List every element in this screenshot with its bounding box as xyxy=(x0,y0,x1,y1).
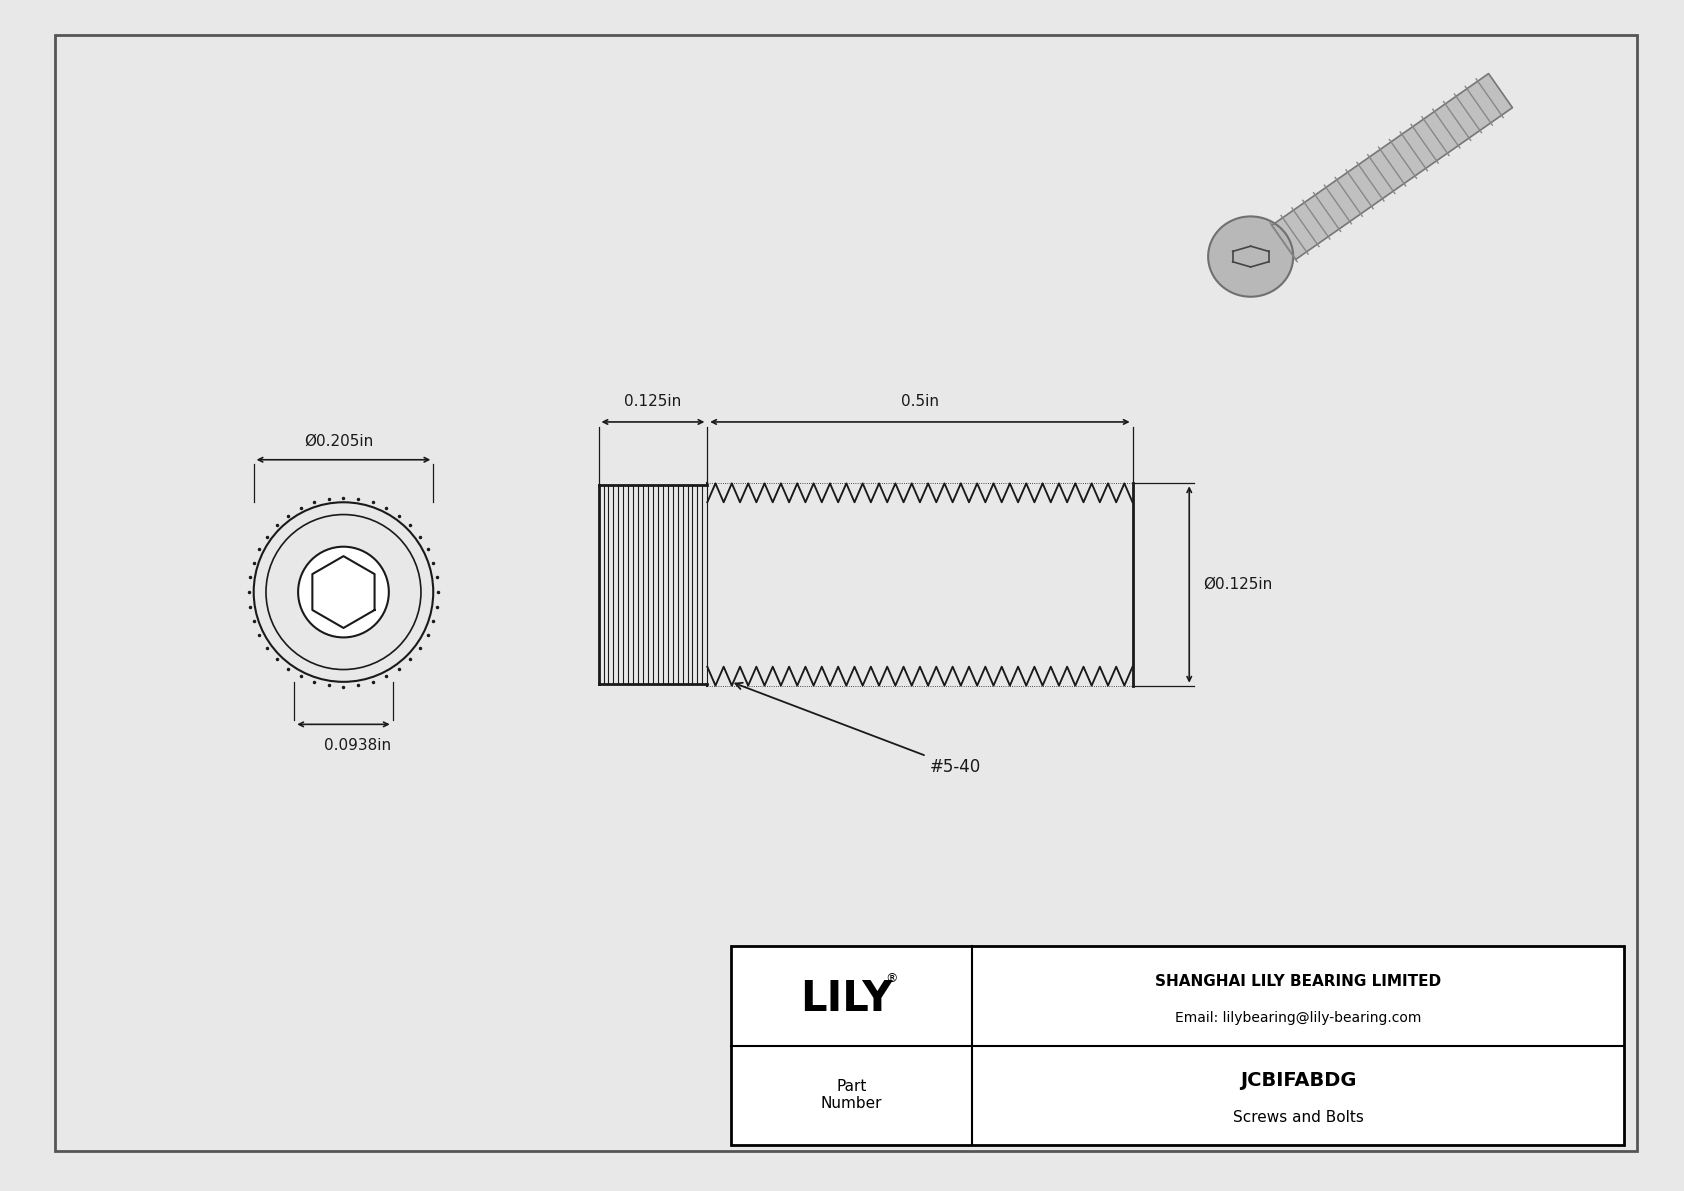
Text: Part
Number: Part Number xyxy=(820,1079,882,1111)
Text: SHANGHAI LILY BEARING LIMITED: SHANGHAI LILY BEARING LIMITED xyxy=(1155,974,1442,989)
Text: 0.5in: 0.5in xyxy=(901,394,940,409)
Text: Screws and Bolts: Screws and Bolts xyxy=(1233,1110,1364,1124)
Polygon shape xyxy=(1271,74,1512,260)
Ellipse shape xyxy=(298,547,389,637)
Text: 0.125in: 0.125in xyxy=(625,394,682,409)
Text: ®: ® xyxy=(884,973,898,985)
Bar xyxy=(731,947,1623,1145)
Text: LILY: LILY xyxy=(800,978,893,1019)
Text: 0.0938in: 0.0938in xyxy=(323,737,391,753)
Text: #5-40: #5-40 xyxy=(736,682,980,775)
Text: Email: lilybearing@lily-bearing.com: Email: lilybearing@lily-bearing.com xyxy=(1175,1011,1421,1025)
Text: Ø0.205in: Ø0.205in xyxy=(305,434,374,448)
Ellipse shape xyxy=(1207,217,1293,297)
Bar xyxy=(731,947,1623,1145)
Text: JCBIFABDG: JCBIFABDG xyxy=(1239,1071,1356,1090)
Text: Ø0.125in: Ø0.125in xyxy=(1204,576,1273,592)
